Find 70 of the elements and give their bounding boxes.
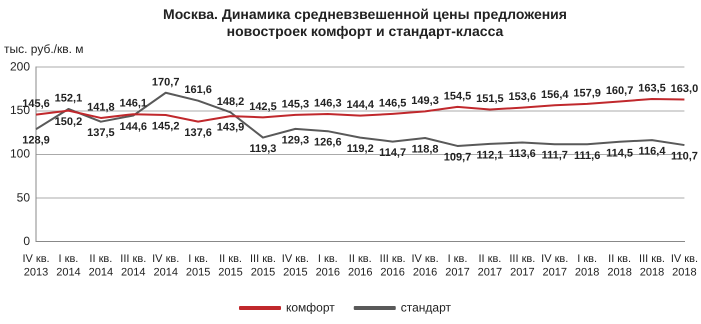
- x-tick-label: III кв. 2018: [639, 253, 665, 278]
- data-label: 151,5: [476, 93, 504, 106]
- data-label: 113,6: [508, 148, 536, 160]
- x-tick-label: IV кв. 2017: [541, 253, 568, 278]
- data-label: 170,7: [152, 76, 180, 88]
- x-tick-label: IV кв. 2014: [152, 253, 180, 278]
- data-label: 143,9: [216, 122, 244, 134]
- x-tick-label: IV кв. 2018: [670, 253, 698, 278]
- data-label: 146,3: [314, 98, 342, 110]
- data-label: 152,1: [54, 92, 82, 104]
- y-tick-label: 50: [16, 190, 30, 204]
- data-label: 128,9: [22, 134, 50, 147]
- x-tick-label: IV кв. 2013: [22, 253, 50, 278]
- data-label: 119,2: [346, 143, 374, 156]
- x-tick-label: II кв. 2016: [348, 253, 372, 278]
- x-tick-label: I кв. 2015: [186, 253, 210, 278]
- data-label: 137,5: [87, 127, 115, 140]
- x-tick-label: II кв. 2018: [607, 253, 632, 278]
- data-label: 163,0: [670, 82, 698, 95]
- x-tick-label: IV кв. 2016: [411, 253, 439, 278]
- data-label: 112,1: [476, 149, 504, 162]
- x-tick-label: II кв. 2017: [478, 253, 502, 278]
- data-label: 119,3: [250, 143, 276, 156]
- data-label: 114,7: [379, 147, 406, 160]
- data-label: 110,7: [670, 150, 698, 163]
- data-label: 111,6: [574, 150, 600, 162]
- data-label: 116,4: [638, 146, 666, 158]
- x-tick-label: I кв. 2017: [445, 253, 470, 278]
- x-tick-label: II кв. 2015: [218, 253, 243, 278]
- data-label: 157,9: [573, 87, 601, 100]
- y-tick-label: 100: [10, 146, 30, 161]
- data-label: 141,8: [87, 101, 115, 114]
- data-label: 156,4: [540, 88, 570, 101]
- x-tick-label: I кв. 2014: [56, 253, 81, 278]
- x-tick-label: IV кв. 2015: [282, 253, 309, 278]
- data-label: 144,6: [120, 121, 148, 134]
- x-tick-label: II кв. 2014: [88, 253, 114, 278]
- x-tick-label: III кв. 2014: [120, 253, 146, 278]
- data-label: 142,5: [249, 100, 277, 113]
- data-label: 144,4: [346, 99, 375, 112]
- x-tick-label: III кв. 2017: [509, 253, 536, 278]
- data-label: 154,5: [444, 90, 472, 102]
- data-label: 149,3: [411, 94, 439, 107]
- data-label: 160,7: [606, 85, 634, 97]
- data-label: 148,2: [216, 96, 244, 108]
- y-tick-label: 0: [23, 234, 30, 248]
- data-label: 153,6: [508, 91, 536, 104]
- data-label: 146,5: [378, 97, 406, 110]
- data-label: 150,2: [54, 116, 82, 128]
- data-label: 145,3: [282, 98, 310, 110]
- data-label: 161,6: [184, 84, 212, 96]
- chart-title: Москва. Динамика средневзвешенной цены предложения новостроек комфорт и стандарт-класса: [162, 6, 568, 40]
- x-tick-label: III кв. 2016: [380, 253, 406, 278]
- data-label: 137,6: [184, 127, 212, 140]
- y-axis-title: тыс. руб./кв. м: [4, 42, 84, 56]
- data-label: 163,5: [638, 82, 666, 95]
- x-tick-label: I кв. 2016: [316, 253, 340, 278]
- data-label: 146,1: [120, 98, 148, 110]
- x-tick-label: I кв. 2018: [574, 253, 600, 278]
- legend-label: стандарт: [400, 300, 452, 314]
- data-label: 129,3: [282, 134, 310, 146]
- y-tick-label: 200: [10, 60, 30, 74]
- data-label: 126,6: [314, 136, 342, 149]
- legend-label: комфорт: [286, 300, 336, 314]
- data-label: 145,2: [152, 120, 180, 133]
- data-label: 111,7: [542, 150, 568, 162]
- data-label: 114,5: [606, 147, 634, 160]
- data-label: 118,8: [412, 144, 439, 156]
- data-label: 109,7: [444, 151, 472, 164]
- x-tick-label: III кв. 2015: [250, 253, 276, 278]
